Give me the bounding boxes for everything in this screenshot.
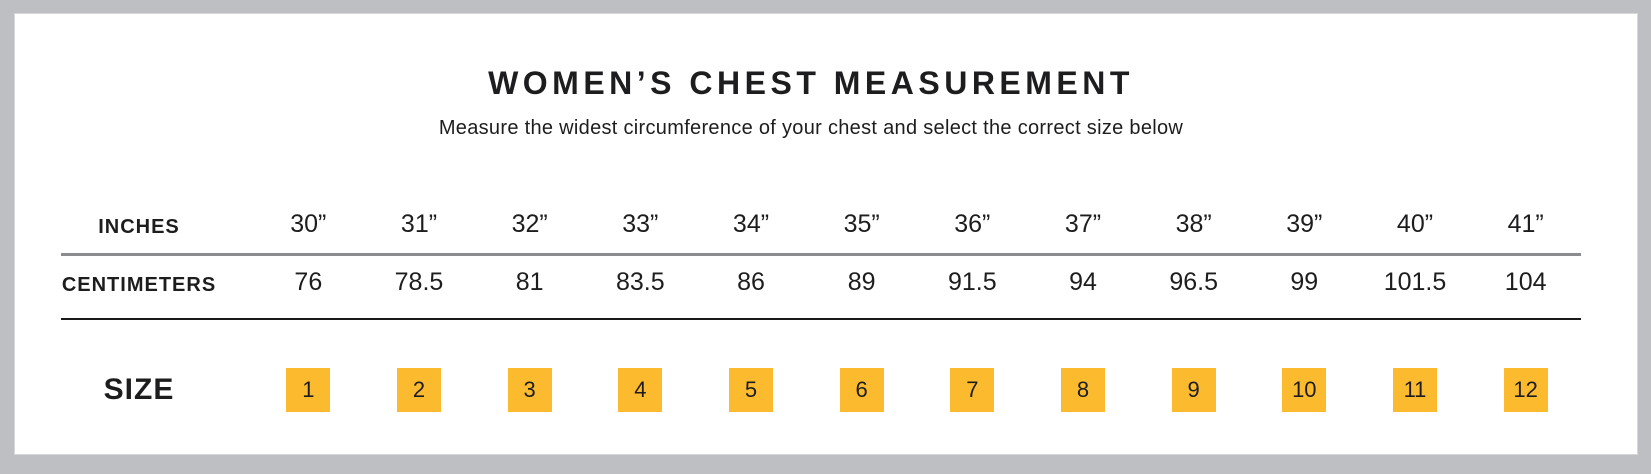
chart-subtitle: Measure the widest circumference of your… bbox=[438, 116, 1184, 139]
size-box[interactable]: 2 bbox=[396, 368, 441, 412]
size-box[interactable]: 4 bbox=[618, 368, 663, 412]
size-cell: 7 bbox=[917, 368, 1028, 412]
size-chart-panel: WOMEN’S CHEST MEASUREMENT Measure the wi… bbox=[15, 14, 1637, 454]
size-cell: 10 bbox=[1249, 368, 1360, 412]
size-cell: 12 bbox=[1470, 368, 1581, 412]
centimeters-row: CENTIMETERS 76 78.5 81 83.5 86 89 91.5 94 96.5 99… bbox=[61, 256, 1581, 318]
inches-values: 30” 31” 32” 33” 34” 35” 36” 37” 38” 39” 40” 41” bbox=[253, 182, 1581, 253]
chart-title: WOMEN’S CHEST MEASUREMENT bbox=[488, 65, 1134, 101]
inches-value: 41” bbox=[1507, 210, 1544, 238]
divider-top bbox=[61, 253, 1581, 256]
size-box[interactable]: 5 bbox=[728, 368, 773, 412]
size-box[interactable]: 6 bbox=[839, 368, 884, 412]
centimeters-value: 76 bbox=[294, 268, 323, 296]
measurement-table: INCHES 30” 31” 32” 33” 34” 35” 36” 37” 38” 39” 40”… bbox=[61, 182, 1581, 412]
centimeters-value: 104 bbox=[1504, 268, 1547, 296]
size-cell: 1 bbox=[253, 368, 364, 412]
centimeters-value: 99 bbox=[1290, 268, 1319, 296]
size-cell: 9 bbox=[1138, 368, 1249, 412]
size-box[interactable]: 11 bbox=[1392, 368, 1437, 412]
inches-value: 39” bbox=[1286, 210, 1323, 238]
size-cell: 2 bbox=[364, 368, 475, 412]
centimeters-value: 86 bbox=[737, 268, 765, 296]
size-row: SIZE 1 2 3 4 5 6 7 8 9 10 11 12 bbox=[61, 368, 1581, 412]
chart-header: WOMEN’S CHEST MEASUREMENT Measure the wi… bbox=[15, 14, 1637, 140]
centimeters-value: 89 bbox=[847, 268, 876, 296]
centimeters-values: 76 78.5 81 83.5 86 89 91.5 94 96.5 99 101.5 104 bbox=[253, 256, 1581, 318]
size-box[interactable]: 7 bbox=[950, 368, 995, 412]
centimeters-value: 78.5 bbox=[394, 268, 444, 296]
inches-row: INCHES 30” 31” 32” 33” 34” 35” 36” 37” 38” 39” 40”… bbox=[61, 182, 1581, 253]
size-box[interactable]: 3 bbox=[507, 368, 552, 412]
centimeters-value: 91.5 bbox=[947, 268, 997, 296]
inches-value: 35” bbox=[843, 210, 880, 238]
size-cell: 4 bbox=[585, 368, 696, 412]
size-box[interactable]: 9 bbox=[1171, 368, 1216, 412]
size-box[interactable]: 10 bbox=[1282, 368, 1327, 412]
divider-bottom bbox=[61, 318, 1581, 320]
size-values: 1 2 3 4 5 6 7 8 9 10 11 12 bbox=[253, 368, 1581, 412]
size-row-label: SIZE bbox=[103, 373, 175, 406]
inches-value: 30” bbox=[290, 210, 327, 238]
size-cell: 6 bbox=[806, 368, 917, 412]
inches-row-label: INCHES bbox=[98, 216, 180, 238]
inches-value: 40” bbox=[1396, 210, 1434, 238]
centimeters-value: 83.5 bbox=[615, 268, 665, 296]
size-cell: 3 bbox=[474, 368, 585, 412]
size-cell: 11 bbox=[1360, 368, 1471, 412]
size-box[interactable]: 12 bbox=[1503, 368, 1548, 412]
centimeters-value: 81 bbox=[515, 268, 544, 296]
inches-value: 34” bbox=[732, 210, 770, 238]
inches-value: 37” bbox=[1064, 210, 1102, 238]
inches-value: 33” bbox=[622, 210, 659, 238]
centimeters-row-label: CENTIMETERS bbox=[61, 274, 217, 296]
centimeters-value: 94 bbox=[1069, 268, 1097, 296]
inches-value: 32” bbox=[511, 210, 548, 238]
inches-value: 38” bbox=[1175, 210, 1212, 238]
size-box[interactable]: 1 bbox=[286, 368, 331, 412]
inches-value: 31” bbox=[400, 210, 438, 238]
size-cell: 5 bbox=[696, 368, 807, 412]
size-box[interactable]: 8 bbox=[1060, 368, 1105, 412]
centimeters-value: 101.5 bbox=[1383, 268, 1447, 296]
size-cell: 8 bbox=[1028, 368, 1139, 412]
centimeters-value: 96.5 bbox=[1169, 268, 1218, 296]
inches-value: 36” bbox=[954, 210, 991, 238]
